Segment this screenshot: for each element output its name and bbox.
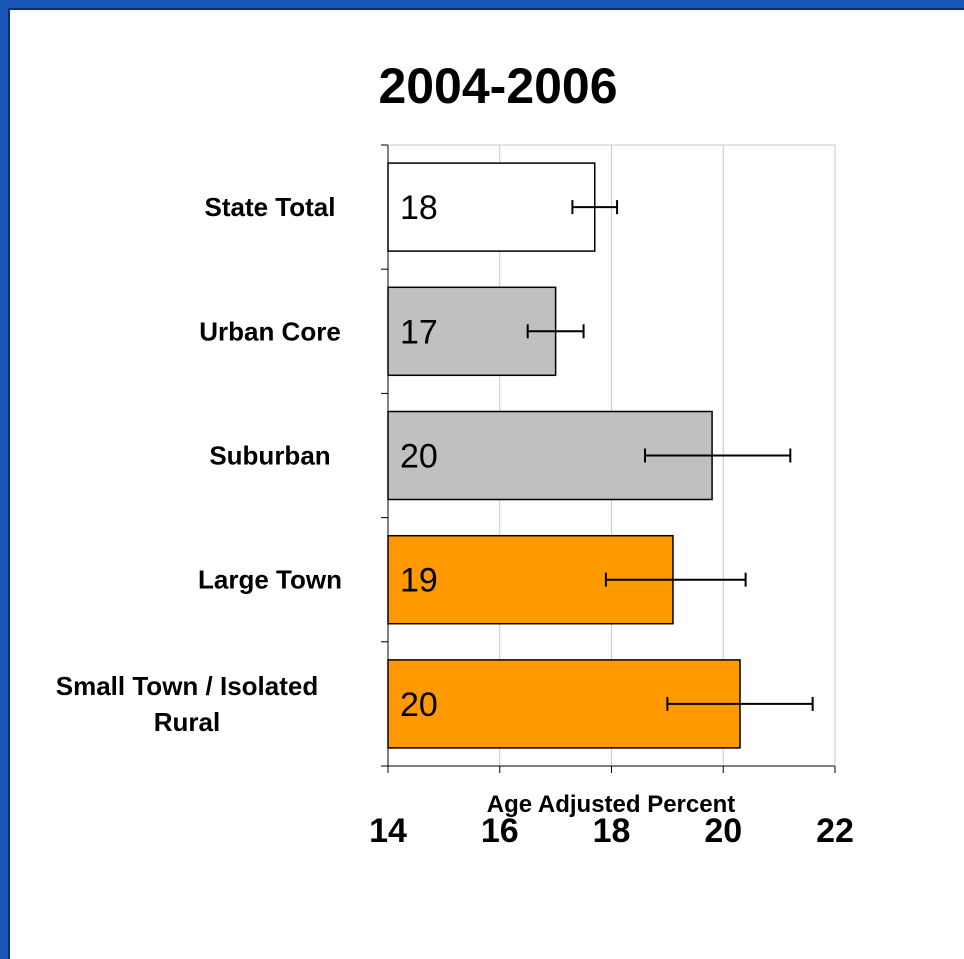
category-label: Large Town (198, 565, 342, 595)
x-tick-label: 16 (481, 812, 519, 850)
category-label: Urban Core (199, 316, 341, 346)
data-label: 20 (400, 438, 438, 476)
x-tick-label: 20 (704, 812, 742, 850)
category-label: Suburban (209, 441, 330, 471)
x-tick-label: 18 (593, 812, 631, 850)
x-tick-label: 22 (816, 812, 854, 850)
bar (387, 162, 596, 252)
data-label: 20 (400, 686, 438, 724)
data-label: 19 (400, 562, 438, 600)
data-label: 18 (400, 189, 438, 227)
category-label: State Total (205, 192, 336, 222)
data-label: 17 (400, 313, 438, 351)
category-label-line: Rural (154, 707, 220, 737)
category-label: Small Town / Isolated Rural (56, 671, 318, 737)
category-label-line: Small Town / Isolated (56, 671, 318, 701)
x-axis-title: Age Adjusted Percent (487, 791, 736, 818)
x-tick-label: 14 (369, 812, 407, 850)
plot-area: 14 16 18 20 22 18 State Total 17 Urban Core 20 Sub… (56, 144, 854, 850)
chart-title: 2004-2006 (378, 58, 617, 114)
